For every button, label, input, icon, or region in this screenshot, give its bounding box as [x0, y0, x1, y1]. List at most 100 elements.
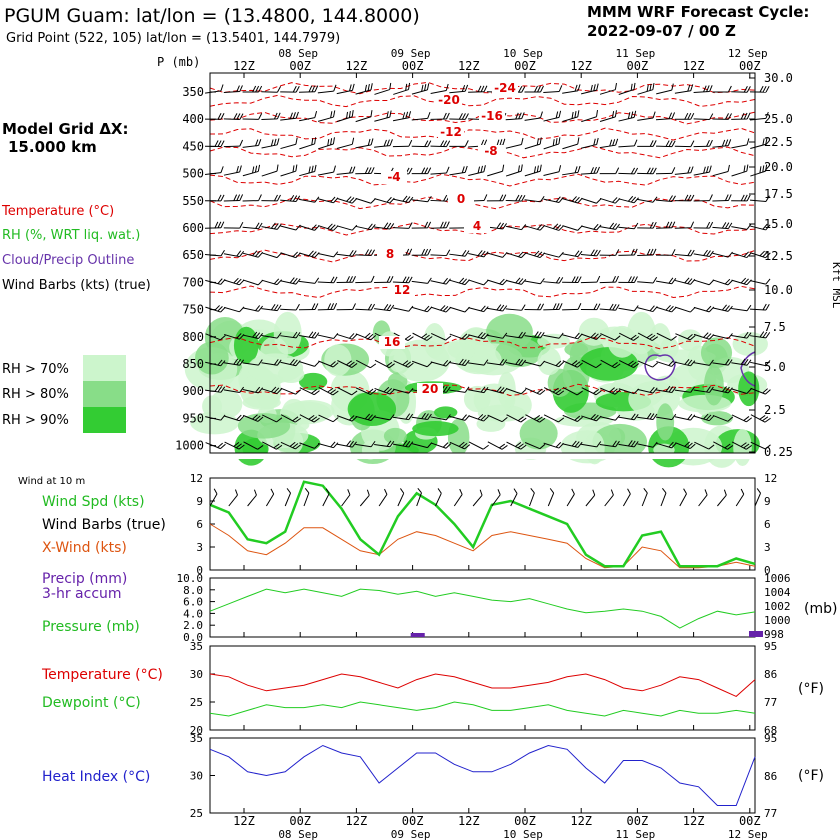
wind-barb-feather: [502, 305, 508, 312]
bottom-day-label: 08 Sep: [278, 828, 318, 840]
wind-barb-feather: [329, 389, 336, 394]
surface-wind-barb: [604, 489, 614, 507]
wind-barb: [637, 82, 655, 95]
wind-barb-feather: [520, 417, 527, 423]
height-tick-label: 22.5: [764, 135, 793, 149]
wind-barb: [637, 412, 658, 421]
wind-barb-shaft: [374, 145, 391, 148]
wind-barb: [393, 360, 414, 368]
wind-barb-feather: [709, 139, 713, 147]
wind-barb-feather: [740, 358, 746, 365]
surface-barb-feather: [270, 488, 275, 495]
surface-wind-barb: [359, 489, 370, 507]
wind-barb-feather: [649, 386, 655, 393]
pressure-tick-label: 1000: [175, 439, 204, 453]
wind-barb-feather: [214, 221, 219, 229]
wind-barb-shaft: [336, 116, 353, 123]
wind-barb-feather: [743, 359, 749, 366]
wind-barb-feather: [236, 414, 242, 421]
wind-barb-shaft: [224, 279, 240, 286]
wind-barb-feather: [314, 361, 320, 367]
wind-barb-feather: [521, 332, 526, 339]
wind-barb: [580, 441, 602, 448]
left-tick-label: 8.0: [183, 584, 203, 597]
wind-barb-shaft: [299, 361, 315, 367]
wind-barb-feather: [426, 336, 433, 341]
wind-barb-feather: [367, 83, 370, 91]
wind-barb-feather: [233, 442, 240, 447]
wind-barb-feather: [327, 223, 333, 229]
wind-barb: [280, 111, 299, 121]
wind-barb-feather: [217, 113, 222, 120]
height-tick-label: 12.5: [764, 249, 793, 263]
right-tick-label: 86: [764, 770, 777, 783]
wind-barb-feather: [421, 333, 428, 339]
wind-barb: [374, 222, 395, 230]
wind-barb-shaft: [543, 334, 560, 339]
wind-barb: [674, 221, 695, 229]
wind-barb-feather: [609, 387, 615, 393]
wind-barb: [430, 359, 452, 367]
surface-wind-barb: [660, 488, 667, 507]
wind-barb: [336, 110, 354, 123]
wind-barb: [468, 250, 489, 258]
surface-barb-shaft: [416, 492, 422, 507]
wind-barb: [543, 251, 564, 258]
wind-barb-feather: [652, 196, 658, 203]
wind-barb-feather: [332, 362, 339, 368]
wind-barb-feather: [574, 166, 578, 173]
top-day-label: 10 Sep: [503, 47, 543, 60]
wind-barb-feather: [289, 195, 295, 202]
wind-barb-feather: [746, 252, 752, 258]
wind-barb-feather: [555, 111, 559, 119]
wind-barb-shaft: [731, 279, 748, 286]
wind-barb: [562, 165, 581, 176]
wind-barb-feather: [273, 223, 279, 230]
wind-barb-feather: [440, 305, 446, 311]
wind-barb-feather: [220, 140, 225, 147]
wind-barb-feather: [571, 360, 578, 366]
wind-barb-feather: [458, 113, 463, 120]
wind-barb-feather: [364, 249, 370, 256]
wind-barb-feather: [258, 333, 264, 339]
wind-barb-feather: [367, 388, 374, 394]
wind-barb-feather: [558, 165, 562, 172]
wind-barb: [543, 85, 563, 94]
pressure-tick-label: 600: [182, 221, 204, 235]
wind-barb-feather: [464, 359, 470, 366]
wind-barb: [411, 167, 432, 175]
wind-barb-feather: [724, 443, 731, 449]
wind-barb-shaft: [411, 117, 428, 121]
top-day-label: 09 Sep: [391, 47, 431, 60]
wind-barb-feather: [762, 138, 765, 146]
wind-barb-feather: [537, 85, 541, 93]
wind-barb-feather: [421, 167, 426, 174]
pressure-unit-label: (mb): [804, 601, 837, 617]
wind-barb: [505, 304, 526, 311]
surface-wind-barb: [698, 489, 708, 507]
wind-barb-feather: [555, 196, 561, 203]
surface-wind-barb: [754, 488, 762, 507]
wind-barb-feather: [593, 414, 599, 421]
rh-patch: [242, 395, 281, 410]
wind-barb-feather: [258, 139, 262, 146]
right-tick-label: 1004: [764, 586, 791, 599]
wind-barb-feather: [351, 390, 358, 396]
wind-barb: [543, 137, 561, 150]
wind-barb-feather: [220, 249, 225, 257]
surface-barb-shaft: [303, 492, 310, 507]
wind-barb: [655, 195, 676, 203]
wind-barb: [411, 277, 432, 284]
wind-barb-feather: [521, 304, 526, 311]
wind-barb: [731, 331, 752, 339]
temperature-contour-label: -8: [484, 144, 497, 158]
left-tick-label: 35: [190, 732, 203, 745]
wind-barb-feather: [427, 221, 432, 229]
wind-barb-shaft: [655, 118, 673, 121]
wind-barb-feather: [352, 276, 356, 283]
wind-barb-feather: [370, 363, 377, 369]
wind-barb-feather: [351, 416, 358, 422]
wind-barb-feather: [311, 165, 314, 173]
surface-barb-feather: [723, 489, 727, 496]
wind-barb-feather: [615, 223, 620, 230]
